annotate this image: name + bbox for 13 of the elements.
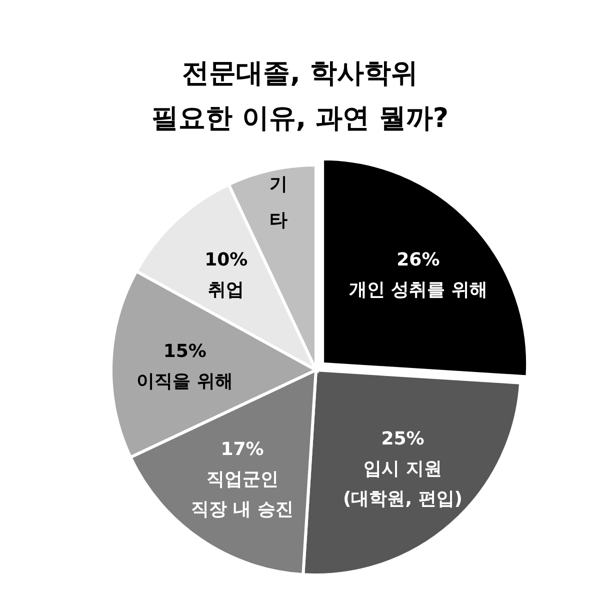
slice-label: 입시 지원 (대학원, 편입) bbox=[342, 458, 463, 510]
data-label: 25% bbox=[381, 428, 424, 450]
data-label: 26% bbox=[396, 249, 440, 270]
slice-label: 취업 bbox=[208, 280, 244, 301]
slice-label: 기타 bbox=[269, 174, 288, 232]
data-label: 10% bbox=[204, 250, 248, 271]
slice-label: 이직을 위해 bbox=[136, 371, 234, 392]
data-label: 15% bbox=[163, 341, 206, 362]
data-label: 17% bbox=[220, 438, 264, 460]
chart-title: 전문대졸, 학사학위 bbox=[182, 58, 418, 89]
slice-label: 개인 성취를 위해 bbox=[348, 279, 488, 300]
chart-subtitle: 필요한 이유, 과연 뭘까? bbox=[151, 103, 449, 134]
slice-label: 직업군인 직장 내 승진 bbox=[190, 468, 294, 520]
